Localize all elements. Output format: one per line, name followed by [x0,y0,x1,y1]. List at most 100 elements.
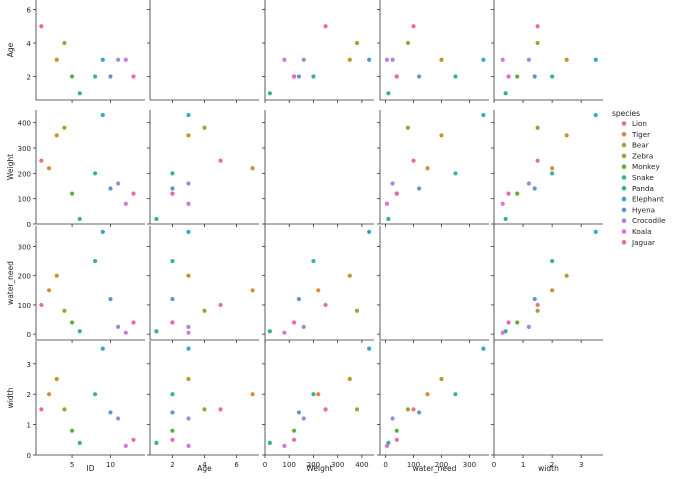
legend-marker [621,132,627,137]
point-jaguar [506,74,511,79]
x-tick-label: 0 [383,461,387,469]
point-snake [386,91,391,96]
point-zebra [62,40,67,46]
x-tick-label: 100 [283,461,296,469]
point-lion [411,158,416,163]
point-lion [39,407,44,412]
point-zebra [354,407,360,412]
legend-marker [621,229,627,234]
point-elephant [593,57,598,62]
y-tick-label: 200 [18,273,31,281]
point-koala [384,201,390,206]
x-tick-label: 5 [70,461,74,469]
point-hyena [170,186,175,191]
point-panda [311,74,316,79]
point-elephant [481,346,486,351]
point-tiger [46,166,52,171]
legend-label: Hyena [632,205,655,214]
legend-item-elephant: Elephant [621,195,664,204]
panel-weight-vs-width [491,110,603,227]
point-crocodile [390,416,395,421]
point-hyena [296,74,302,79]
point-zebra [405,125,411,130]
point-hyena [417,74,422,79]
point-elephant [100,229,105,234]
point-bear [186,273,191,278]
point-bear [54,376,59,382]
point-zebra [62,308,67,313]
panel-weight-vs-weight [262,110,374,227]
point-hyena [532,296,537,302]
point-bear [54,133,59,138]
point-snake [267,440,272,445]
point-lion [39,302,44,308]
point-snake [77,216,82,222]
point-hyena [170,410,175,415]
point-koala [500,57,505,62]
point-snake [267,329,272,334]
legend-item-snake: Snake [621,173,654,182]
x-tick-label: 0 [492,461,496,469]
point-zebra [202,125,207,130]
panel-width-vs-id: 0 1 2 3 5 10 [27,341,145,469]
x-tick-label: 200 [307,461,320,469]
point-jaguar [131,191,136,196]
point-bear [186,133,191,138]
legend-label: Snake [632,173,654,182]
point-crocodile [390,57,395,62]
point-elephant [367,57,372,62]
legend-marker [621,207,627,213]
point-zebra [354,40,360,46]
panel-water_need-vs-id: 0 100 200 300 [18,226,145,343]
legend-marker [621,175,627,180]
point-bear [186,376,191,382]
legend-marker [621,218,627,223]
point-panda [170,258,175,264]
y-tick-label: 0 [27,452,31,460]
point-koala [123,330,128,335]
x-tick-label: 200 [435,461,448,469]
y-tick-label: 4 [27,40,32,48]
point-bear [439,57,444,62]
point-crocodile [186,181,191,186]
point-tiger [250,288,255,293]
point-panda [550,258,555,264]
legend-label: Koala [632,227,652,236]
point-snake [77,91,82,96]
x-axis-title-water_need: water_need [413,464,457,473]
x-axis-title-width: width [538,464,559,473]
point-bear [54,57,59,62]
point-jaguar [506,191,511,196]
x-tick-label: 300 [331,461,344,469]
point-hyena [108,74,113,79]
point-elephant [593,112,598,118]
point-elephant [367,346,372,351]
point-monkey [69,320,75,325]
point-hyena [170,296,175,302]
legend-item-tiger: Tiger [621,130,650,139]
point-panda [93,74,98,79]
point-koala [282,57,287,62]
point-panda [93,258,98,264]
point-snake [77,440,82,445]
point-monkey [394,428,399,433]
point-bear [564,273,569,278]
legend-label: Bear [632,141,649,150]
point-snake [77,329,82,334]
point-koala [282,443,287,448]
point-hyena [296,410,302,415]
point-lion [411,24,416,29]
y-tick-label: 3 [27,361,31,369]
point-lion [411,407,416,412]
point-panda [453,392,458,397]
point-crocodile [186,416,191,421]
point-jaguar [291,74,297,79]
point-elephant [481,112,486,118]
panel-water_need-vs-age [147,226,259,343]
point-jaguar [170,437,175,442]
legend-marker [621,186,627,191]
legend-marker [621,142,627,148]
point-hyena [532,74,537,79]
x-tick-label: 4 [202,461,207,469]
